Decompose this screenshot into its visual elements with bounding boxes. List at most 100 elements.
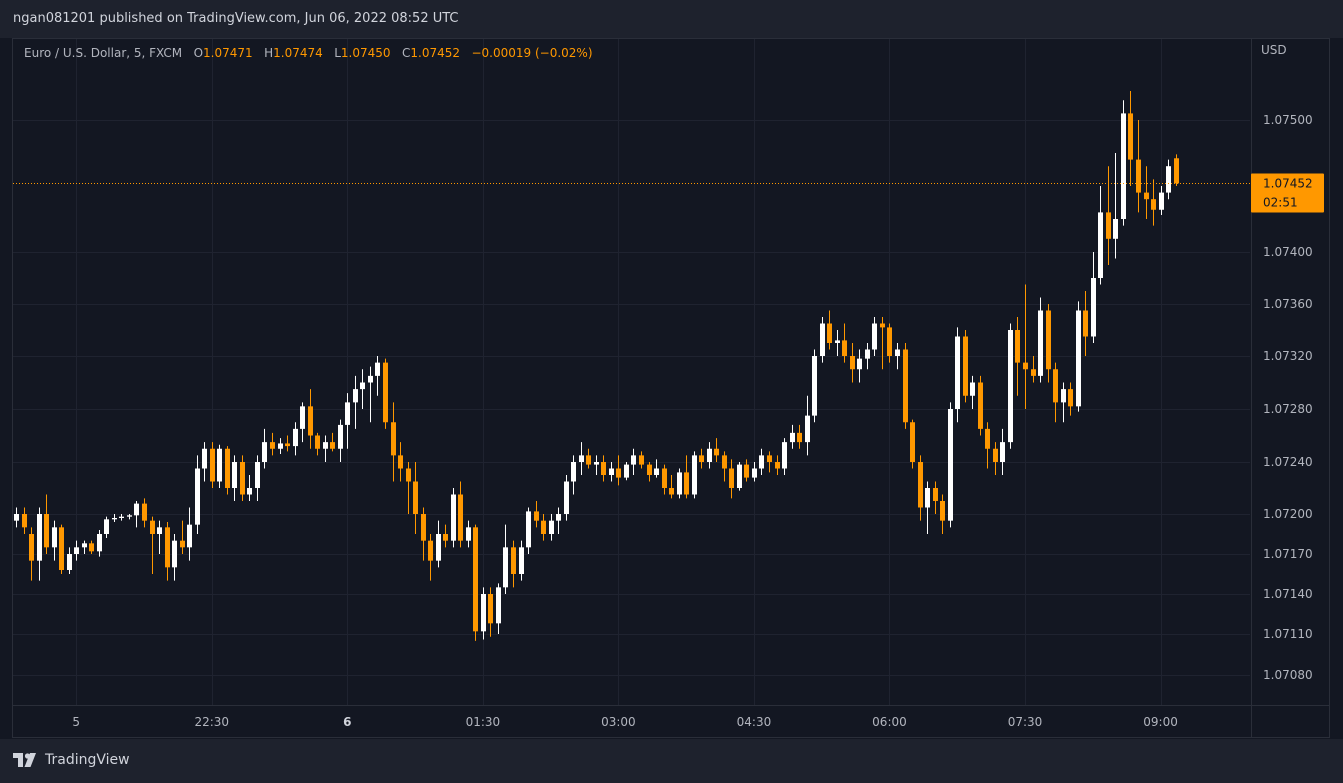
candle-body [925, 488, 930, 508]
x-tick-label: 6 [343, 715, 351, 729]
candle-body [225, 448, 230, 488]
candle-body [436, 534, 441, 561]
candle-body [775, 462, 780, 469]
candle-body [594, 462, 599, 465]
candle-body [534, 511, 539, 521]
candle-body [22, 514, 27, 528]
y-tick-label: 1.07080 [1263, 668, 1313, 682]
candle-body [278, 443, 283, 449]
candle-body [1015, 330, 1020, 363]
tradingview-logo-icon [13, 753, 36, 767]
x-tick-label: 03:00 [601, 715, 636, 729]
candle-body [609, 468, 614, 475]
publisher-info: ngan081201 published on TradingView.com,… [13, 11, 459, 26]
candle-body [421, 514, 426, 541]
candle-body [729, 468, 734, 488]
candle-body [413, 481, 418, 514]
candle-body [74, 547, 79, 554]
candle-body [210, 448, 215, 482]
candle-body [14, 514, 19, 521]
candle-body [37, 514, 42, 561]
candle-body [699, 455, 704, 462]
candle-body [1128, 113, 1133, 160]
candle-body [895, 349, 900, 356]
x-tick-label: 09:00 [1143, 715, 1178, 729]
candle-body [1121, 113, 1126, 219]
candle-body [918, 462, 923, 508]
candle-body [857, 358, 862, 370]
candle-body [541, 520, 546, 534]
candle-body [586, 455, 591, 465]
candle-body [955, 336, 960, 409]
candle-body [744, 464, 749, 478]
candle-body [797, 432, 802, 443]
candle-body [631, 455, 636, 465]
candle-body [180, 540, 185, 548]
candle-body [1151, 199, 1156, 210]
candle-body [978, 382, 983, 429]
candle-body [519, 547, 524, 574]
candle-body [89, 543, 94, 552]
candle-body [443, 534, 448, 541]
candle-body [654, 468, 659, 475]
candle-body [398, 455, 403, 469]
candle-body [59, 527, 64, 570]
candle-body [887, 327, 892, 356]
brand-logo[interactable]: TradingView [13, 752, 130, 768]
candle-body [1061, 389, 1066, 403]
x-tick-label: 07:30 [1008, 715, 1043, 729]
x-tick-label: 22:30 [194, 715, 229, 729]
candle-body [503, 547, 508, 588]
low-value: 1.07450 [340, 46, 391, 60]
candle-body [549, 520, 554, 534]
candle-body [52, 527, 57, 548]
candle-body [782, 442, 787, 469]
close-value: 1.07452 [410, 46, 461, 60]
candle-body [481, 594, 486, 632]
candle-body [119, 516, 124, 518]
candle-body [1098, 212, 1103, 278]
chart-panel[interactable] [12, 38, 1330, 738]
candle-body [488, 594, 493, 624]
high-value: 1.07474 [273, 46, 323, 60]
candle-body [172, 540, 177, 568]
candle-body [993, 448, 998, 462]
candle-body [217, 448, 222, 482]
x-tick-label: 06:00 [872, 715, 907, 729]
candle-body [315, 435, 320, 449]
symbol-label[interactable]: Euro / U.S. Dollar, 5, FXCM [24, 46, 183, 60]
candle-body [1144, 192, 1149, 200]
candle-body [692, 455, 697, 495]
candle-body [44, 514, 49, 548]
candle-body [571, 462, 576, 482]
candle-body [526, 511, 531, 548]
candle-body [345, 402, 350, 425]
candle-body [677, 472, 682, 495]
y-tick-label: 1.07500 [1263, 113, 1313, 127]
candle-body [368, 375, 373, 383]
footer-bar [0, 739, 1343, 783]
low-label: L [334, 46, 341, 60]
chart-legend: Euro / U.S. Dollar, 5, FXCM O1.07471 H1.… [24, 46, 593, 60]
candle-body [1106, 212, 1111, 239]
open-value: 1.07471 [203, 46, 253, 60]
candle-body [451, 494, 456, 541]
candle-body [1000, 442, 1005, 462]
candle-body [187, 524, 192, 548]
candle-body [157, 527, 162, 534]
candle-body [707, 448, 712, 462]
candle-body [165, 527, 170, 568]
x-tick-label: 5 [72, 715, 80, 729]
candle-body [142, 503, 147, 521]
y-tick-label: 1.07400 [1263, 245, 1313, 259]
candle-body [127, 515, 132, 517]
candle-body [338, 424, 343, 449]
candle-body [805, 415, 810, 443]
candle-body [767, 455, 772, 462]
candle-body [669, 488, 674, 495]
current-price-box [1251, 173, 1324, 213]
currency-label[interactable]: USD [1261, 43, 1287, 57]
candle-body [1159, 192, 1164, 210]
candle-body [496, 587, 501, 624]
